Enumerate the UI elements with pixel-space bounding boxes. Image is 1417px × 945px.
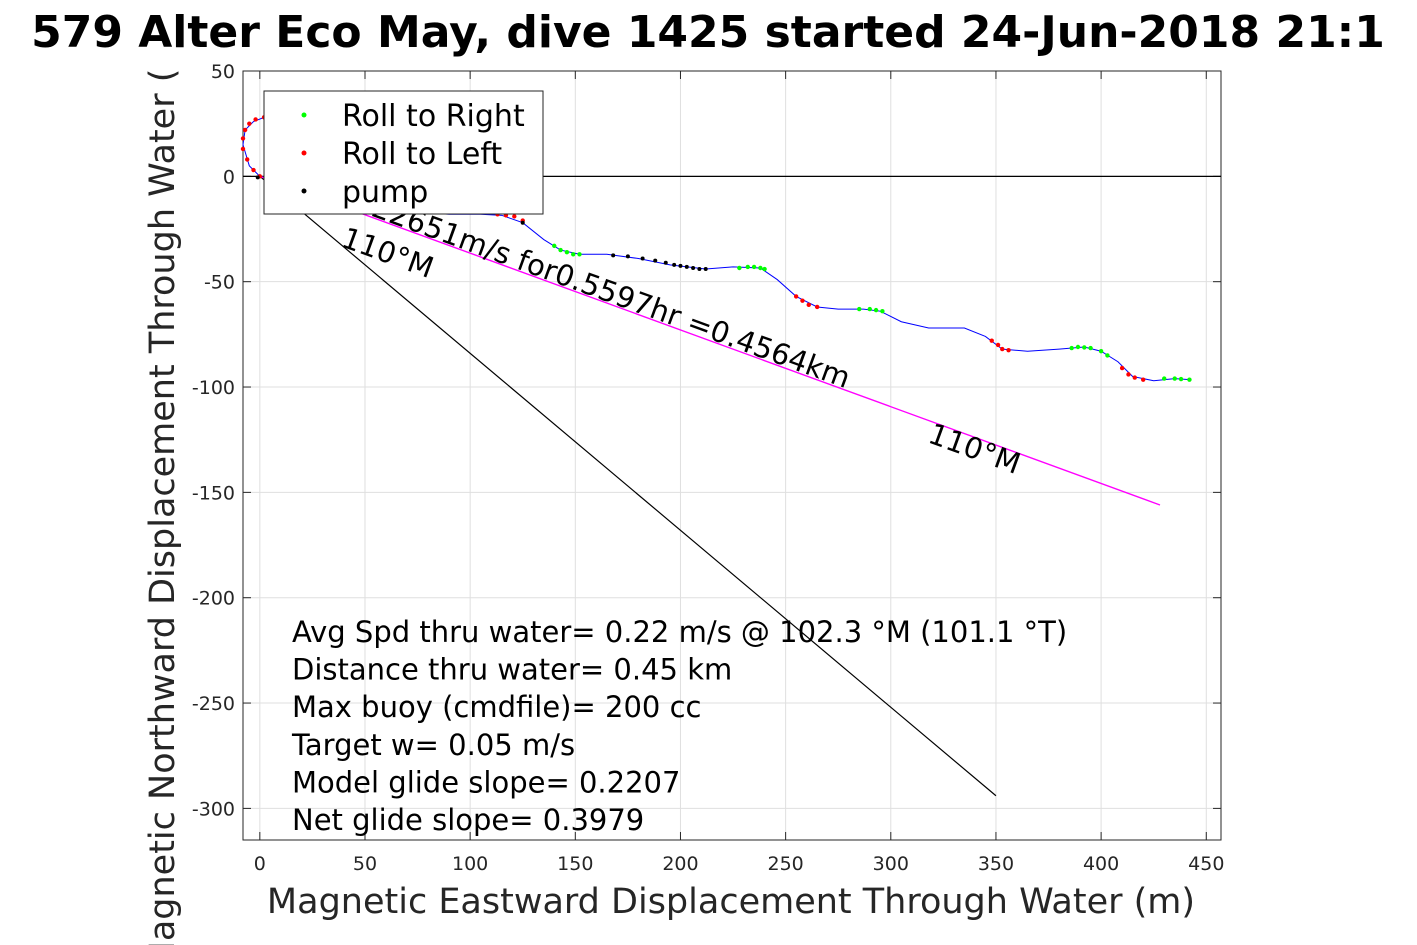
- x-axis-label: Magnetic Eastward Displacement Through W…: [267, 882, 1195, 922]
- x-tick-label: 350: [978, 853, 1014, 875]
- y-tick-label: 0: [223, 166, 235, 188]
- pump-point: [672, 262, 677, 267]
- legend-label: Roll to Right: [342, 99, 525, 134]
- roll-left-point: [1132, 375, 1137, 380]
- reference-line: [259, 175, 997, 797]
- pump-point: [653, 258, 658, 263]
- roll-left-point: [245, 157, 250, 162]
- pump-point: [611, 253, 616, 258]
- roll-left-point: [806, 302, 811, 308]
- roll-left-point: [240, 136, 246, 141]
- y-axis-label: Magnetic Northward Displacement Through …: [143, 69, 183, 945]
- roll-right-point: [1105, 353, 1110, 358]
- roll-left-point: [251, 167, 256, 173]
- roll-right-point: [1088, 345, 1093, 351]
- legend-marker: [301, 112, 307, 118]
- roll-right-point: [1178, 376, 1184, 382]
- roll-right-point: [1098, 349, 1104, 354]
- roll-right-point: [1162, 376, 1167, 381]
- roll-right-point: [857, 306, 862, 312]
- y-tick-label: -100: [192, 377, 235, 399]
- roll-left-point: [242, 127, 248, 133]
- roll-left-point: [247, 121, 252, 126]
- pump-point: [697, 267, 702, 272]
- x-tick-label: 400: [1083, 853, 1119, 875]
- pump-point: [678, 263, 683, 268]
- roll-left-point: [1126, 372, 1131, 377]
- legend-marker: [301, 150, 307, 156]
- x-tick-label: 50: [353, 853, 377, 875]
- roll-left-point: [253, 117, 258, 122]
- axes-box: [242, 70, 1222, 841]
- roll-right-point: [1082, 345, 1087, 350]
- heading-line: [259, 175, 1161, 506]
- stats-line: Max buoy (cmdfile)= 200 cc: [292, 690, 701, 724]
- pump-point: [663, 260, 668, 265]
- roll-right-point: [762, 266, 767, 272]
- roll-right-point: [552, 243, 557, 249]
- stats-line: Distance thru water= 0.45 km: [292, 653, 732, 687]
- pump-point: [684, 264, 689, 269]
- roll-left-point: [800, 298, 805, 303]
- x-tick-label: 250: [767, 853, 803, 875]
- x-tick-label: 300: [873, 853, 909, 875]
- roll-right-point: [1172, 376, 1177, 381]
- pump-point: [703, 267, 708, 272]
- roll-right-point: [1075, 344, 1081, 350]
- y-tick-label: -200: [192, 588, 235, 610]
- roll-left-point: [814, 304, 820, 310]
- roll-left-point: [512, 214, 517, 219]
- roll-left-point: [995, 342, 1001, 348]
- legend-label: pump: [342, 175, 428, 210]
- pump-point: [691, 265, 696, 270]
- roll-left-point: [1140, 377, 1146, 382]
- roll-left-point: [1119, 365, 1125, 371]
- roll-right-point: [577, 252, 582, 257]
- roll-left-point: [1000, 346, 1005, 352]
- axes: 0 50 100 150 200 250 300 350 400 450500-50-100-15…: [192, 61, 1225, 875]
- pump-point: [640, 256, 645, 261]
- legend-box: [263, 90, 544, 215]
- roll-right-point: [758, 265, 763, 271]
- stats-line: Avg Spd thru water= 0.22 m/s @ 102.3 °M …: [292, 615, 1067, 649]
- y-tick-label: 50: [211, 61, 235, 83]
- y-tick-label: -300: [192, 798, 235, 820]
- x-tick-label: 150: [557, 853, 593, 875]
- pump-point: [520, 220, 525, 225]
- roll-left-point: [989, 338, 994, 343]
- y-tick-label: -250: [192, 693, 235, 715]
- roll-left-point: [793, 294, 799, 299]
- roll-right-point: [880, 308, 885, 314]
- roll-right-point: [1187, 377, 1192, 382]
- legend-label: Roll to Left: [342, 137, 502, 172]
- stats-line: Target w= 0.05 m/s: [291, 728, 575, 762]
- roll-right-point: [745, 264, 750, 270]
- stats-line: Net glide slope= 0.3979: [292, 803, 644, 837]
- roll-right-point: [867, 306, 872, 312]
- y-tick-label: -50: [204, 272, 235, 294]
- roll-right-point: [751, 264, 757, 270]
- stats-line: Model glide slope= 0.2207: [292, 765, 680, 799]
- pump-point: [625, 254, 630, 259]
- y-tick-label: -150: [192, 482, 235, 504]
- roll-right-point: [737, 265, 742, 271]
- roll-right-point: [1069, 345, 1074, 351]
- roll-right-point: [564, 249, 570, 255]
- roll-left-point: [1006, 347, 1011, 353]
- x-tick-label: 200: [662, 853, 698, 875]
- chart-title: 579 Alter Eco May, dive 1425 started 24-…: [31, 7, 1385, 58]
- roll-right-point: [558, 247, 563, 253]
- x-tick-label: 450: [1188, 853, 1224, 875]
- pump-point: [255, 175, 260, 180]
- x-tick-label: 100: [452, 853, 488, 875]
- roll-right-point: [873, 307, 879, 313]
- track-annotation: 110°M: [924, 416, 1025, 480]
- x-tick-label: 0: [254, 853, 266, 875]
- stats-text-block: Avg Spd thru water= 0.22 m/s @ 102.3 °M …: [291, 615, 1067, 837]
- roll-right-point: [571, 252, 576, 257]
- roll-left-point: [240, 146, 246, 152]
- legend-marker: [301, 188, 307, 194]
